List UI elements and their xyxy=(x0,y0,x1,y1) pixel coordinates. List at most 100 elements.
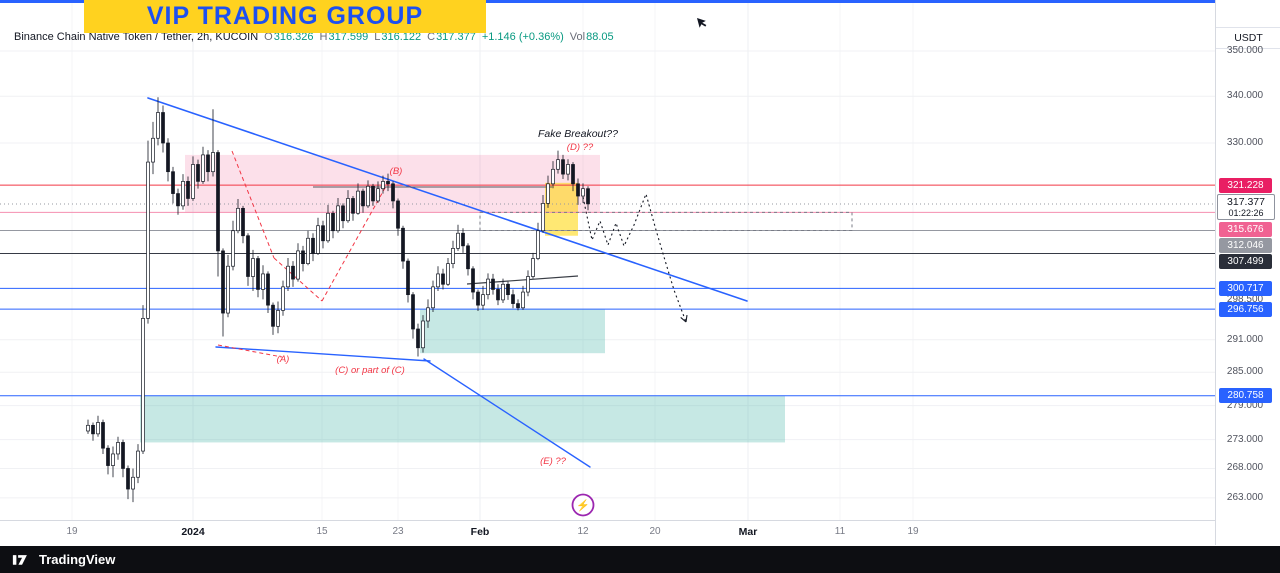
range-box[interactable] xyxy=(479,211,853,231)
candle-body xyxy=(161,112,165,144)
price-tick: 273.000 xyxy=(1226,433,1264,445)
annotation-label[interactable]: Fake Breakout?? xyxy=(538,128,618,140)
candle-body xyxy=(111,453,115,466)
candle-body xyxy=(486,278,490,296)
candle-body xyxy=(371,185,375,202)
tradingview-brand[interactable]: TradingView xyxy=(39,551,116,567)
candle-body xyxy=(496,289,500,301)
candle-body xyxy=(406,260,410,296)
price-tick: 263.000 xyxy=(1226,491,1264,503)
candle-body xyxy=(536,230,540,259)
price-scale[interactable]: USDT 350.000 340.000 330.000 298.500 291.000… xyxy=(1215,0,1280,545)
time-tick: 20 xyxy=(649,526,661,537)
price-tick: 285.000 xyxy=(1226,366,1264,378)
candle-body xyxy=(506,283,510,296)
price-badge: 307.499 xyxy=(1219,253,1272,269)
tradingview-logo[interactable] xyxy=(12,552,33,567)
candle-body xyxy=(221,250,225,314)
demand-zone-upper[interactable] xyxy=(420,309,605,354)
trendline[interactable] xyxy=(147,97,748,302)
price-badge: 312.046 xyxy=(1219,237,1272,253)
annotation-label[interactable]: (A) xyxy=(277,354,290,365)
demand-zone-lower[interactable] xyxy=(140,395,785,443)
forecast-path[interactable] xyxy=(582,192,687,323)
annotation-label[interactable]: (E) ?? xyxy=(540,456,567,467)
candle-body xyxy=(471,268,475,293)
vip-banner: VIP TRADING GROUP xyxy=(84,0,486,33)
candle-body xyxy=(411,294,415,330)
candle-body xyxy=(171,171,175,194)
candle-body xyxy=(216,152,220,252)
high-value: 317.599 xyxy=(328,31,369,43)
current-price: 317.377 xyxy=(1227,195,1265,208)
candle-body xyxy=(311,237,315,254)
time-axis[interactable]: 19 2024 15 23 Feb 12 20 Mar 11 19 xyxy=(0,520,1280,546)
price-tick: 268.000 xyxy=(1226,462,1264,474)
trendline[interactable] xyxy=(215,346,431,362)
candle-body xyxy=(231,230,235,267)
wave-connector[interactable] xyxy=(231,150,275,259)
price-badge: 296.756 xyxy=(1219,301,1272,317)
lightning-marker[interactable] xyxy=(571,493,595,517)
candle-body xyxy=(156,112,160,139)
price-badge: 315.676 xyxy=(1219,221,1272,237)
low-label: L xyxy=(374,31,381,43)
chart-canvas[interactable]: Fake Breakout?? (D) ?? (B) (A) (C) or part o… xyxy=(0,0,1215,520)
candle-body xyxy=(166,142,170,173)
candle-body xyxy=(211,152,215,173)
annotation-label[interactable]: (D) ?? xyxy=(567,142,594,153)
price-tick: 279.000 xyxy=(1226,399,1264,411)
price-tick: 298.500 xyxy=(1226,293,1264,305)
candle-body xyxy=(326,212,330,242)
candle-body xyxy=(336,205,340,232)
candle-body xyxy=(291,265,295,280)
line-segment[interactable] xyxy=(466,275,579,285)
annotation-label[interactable]: (C) or part of (C) xyxy=(335,365,405,376)
forecast-arrowhead xyxy=(685,314,688,323)
candle-body xyxy=(91,424,95,435)
annotation-label[interactable]: (B) xyxy=(390,166,403,177)
low-value: 316.122 xyxy=(381,31,422,43)
candle-body xyxy=(186,181,190,199)
candle-body xyxy=(341,205,345,222)
symbol-legend[interactable]: Binance Chain Native Token / Tether, 2h,… xyxy=(14,31,614,43)
candle-body xyxy=(546,183,550,204)
candle-body xyxy=(246,235,250,277)
open-label: O xyxy=(264,31,273,43)
candle-body xyxy=(356,190,360,214)
candle-body xyxy=(566,164,570,175)
candle-body xyxy=(521,291,525,309)
candle-body xyxy=(476,291,480,306)
candle-body xyxy=(551,168,555,185)
trendline[interactable] xyxy=(423,358,591,468)
candle-body xyxy=(301,250,305,265)
candle-body xyxy=(146,161,150,319)
volume-value: 88.05 xyxy=(586,31,614,43)
time-tick: 19 xyxy=(907,526,919,537)
top-blue-line xyxy=(0,0,1280,3)
candle-body xyxy=(271,304,275,327)
candle-body xyxy=(501,283,505,301)
forecast-arrowhead xyxy=(680,317,687,323)
price-badge: 300.717 xyxy=(1219,280,1272,296)
change-value: +1.146 (+0.36%) xyxy=(481,31,564,43)
wave-connector[interactable] xyxy=(321,178,391,302)
time-tick: 11 xyxy=(834,526,846,537)
candle-body xyxy=(176,193,180,207)
close-value: 317.377 xyxy=(436,31,476,43)
candle-body xyxy=(86,424,90,432)
breakout-highlight[interactable] xyxy=(545,182,578,236)
candle-body xyxy=(286,265,290,288)
candle-body xyxy=(106,447,110,466)
wave-connector[interactable] xyxy=(217,344,283,358)
time-axis-ticks: 19 2024 15 23 Feb 12 20 Mar 11 19 xyxy=(0,521,1215,546)
candle-body xyxy=(481,294,485,306)
time-tick: 19 xyxy=(66,526,78,537)
time-tick: 15 xyxy=(316,526,328,537)
chart-area[interactable]: Fake Breakout?? (D) ?? (B) (A) (C) or part o… xyxy=(0,0,1215,520)
time-tick: 2024 xyxy=(181,526,205,538)
wave-connector[interactable] xyxy=(273,257,323,302)
candle-body xyxy=(346,198,350,222)
candle-body xyxy=(561,159,565,175)
